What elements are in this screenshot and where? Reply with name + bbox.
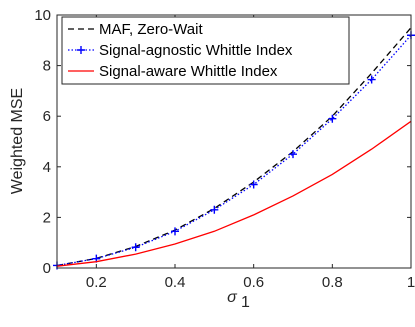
data-point-signal-agnostic-whittle-index <box>171 227 179 236</box>
y-tick-label: 8 <box>43 58 51 75</box>
y-tick-label: 6 <box>43 108 51 125</box>
y-tick-label: 0 <box>43 260 51 277</box>
x-axis-label: σ <box>227 289 238 306</box>
legend-marker-signal-agnostic-whittle-index <box>77 46 85 54</box>
data-point-signal-agnostic-whittle-index <box>131 243 140 252</box>
x-tick-label: 0.4 <box>165 274 186 291</box>
x-axis-label-subscript: 1 <box>241 294 250 311</box>
legend-label-signal-agnostic-whittle-index: Signal-agnostic Whittle Index <box>99 42 293 59</box>
legend: MAF, Zero-Wait Signal-agnostic Whittle In… <box>61 16 350 85</box>
x-tick-label: 0.2 <box>86 274 107 291</box>
series-line-signal-agnostic-whittle-index <box>56 34 412 267</box>
y-tick-label: 2 <box>43 209 51 226</box>
data-point-signal-agnostic-whittle-index <box>249 180 258 189</box>
legend-box <box>61 16 350 85</box>
data-point-signal-agnostic-whittle-index <box>289 150 297 159</box>
axes-box <box>56 14 412 269</box>
data-point-signal-agnostic-whittle-index <box>367 75 376 84</box>
x-tick-label: 0.8 <box>322 274 343 291</box>
data-point-signal-agnostic-whittle-index <box>328 114 337 123</box>
series-layer <box>53 27 415 270</box>
series-line-signal-aware-whittle-index <box>56 120 412 267</box>
x-tick-label: 1 <box>407 274 415 291</box>
y-tick-label: 4 <box>43 159 51 176</box>
legend-label-maf-zero-wait: MAF, Zero-Wait <box>99 21 203 38</box>
legend-label-signal-aware-whittle-index: Signal-aware Whittle Index <box>99 63 278 80</box>
x-tick-label: 0.6 <box>243 274 264 291</box>
y-tick-label: 10 <box>34 7 51 24</box>
y-axis-label: Weighted MSE <box>9 88 26 194</box>
data-point-signal-agnostic-whittle-index <box>210 205 219 214</box>
